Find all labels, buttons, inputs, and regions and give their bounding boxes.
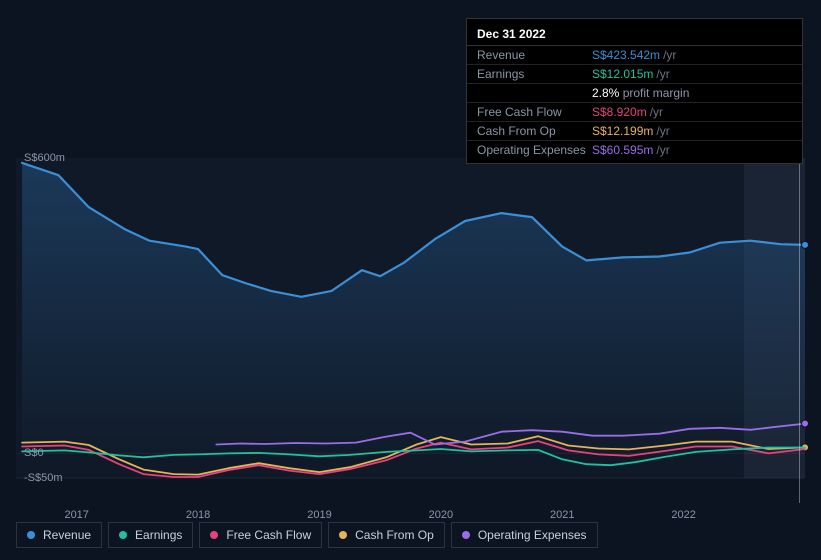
legend-item-revenue[interactable]: Revenue [16,522,102,548]
y-axis-label: S$0 [24,447,28,459]
tooltip-value: S$60.595m/yr [592,143,792,157]
tooltip-row-revenue: RevenueS$423.542m/yr [467,46,802,65]
legend-item-operating-expenses[interactable]: Operating Expenses [451,522,598,548]
x-axis-label: 2019 [307,509,331,521]
x-axis-label: 2021 [550,509,574,521]
tooltip-label: Operating Expenses [477,143,592,157]
legend-dot-icon [339,531,347,539]
legend-label: Cash From Op [355,528,434,542]
tooltip-label: Earnings [477,67,592,81]
tooltip-row-fcf: Free Cash FlowS$8.920m/yr [467,103,802,122]
tooltip-value: S$423.542m/yr [592,48,792,62]
tooltip-label: Revenue [477,48,592,62]
legend-dot-icon [27,531,35,539]
legend-label: Free Cash Flow [226,528,311,542]
tooltip-value: S$12.015m/yr [592,67,792,81]
y-axis-label: -S$50m [24,472,28,484]
legend-dot-icon [462,531,470,539]
tooltip-row-opex: Operating ExpensesS$60.595m/yr [467,141,802,159]
chart-legend: Revenue Earnings Free Cash Flow Cash From O… [16,522,598,548]
tooltip-value: S$8.920m/yr [592,105,792,119]
tooltip-value: S$12.199m/yr [592,124,792,138]
tooltip-row-earnings: EarningsS$12.015m/yr [467,65,802,84]
financials-chart[interactable]: S$600mS$0-S$50m 201720182019202020212022 [16,158,805,503]
legend-label: Earnings [135,528,182,542]
legend-label: Revenue [43,528,91,542]
tooltip-row-cfo: Cash From OpS$12.199m/yr [467,122,802,141]
x-axis-label: 2018 [186,509,210,521]
hover-marker [799,158,800,503]
legend-dot-icon [119,531,127,539]
x-axis-label: 2022 [671,509,695,521]
tooltip-label: Cash From Op [477,124,592,138]
legend-label: Operating Expenses [478,528,587,542]
x-axis-label: 2020 [429,509,453,521]
tooltip-subrow: 2.8% profit margin [467,84,802,103]
legend-item-earnings[interactable]: Earnings [108,522,193,548]
tooltip-label: Free Cash Flow [477,105,592,119]
legend-item-free-cash-flow[interactable]: Free Cash Flow [199,522,322,548]
y-axis-label: S$600m [24,152,28,164]
x-axis-label: 2017 [64,509,88,521]
tooltip-date: Dec 31 2022 [467,23,802,46]
legend-dot-icon [210,531,218,539]
hover-tooltip: Dec 31 2022 RevenueS$423.542m/yrEarnings… [466,18,803,164]
legend-item-cash-from-op[interactable]: Cash From Op [328,522,445,548]
